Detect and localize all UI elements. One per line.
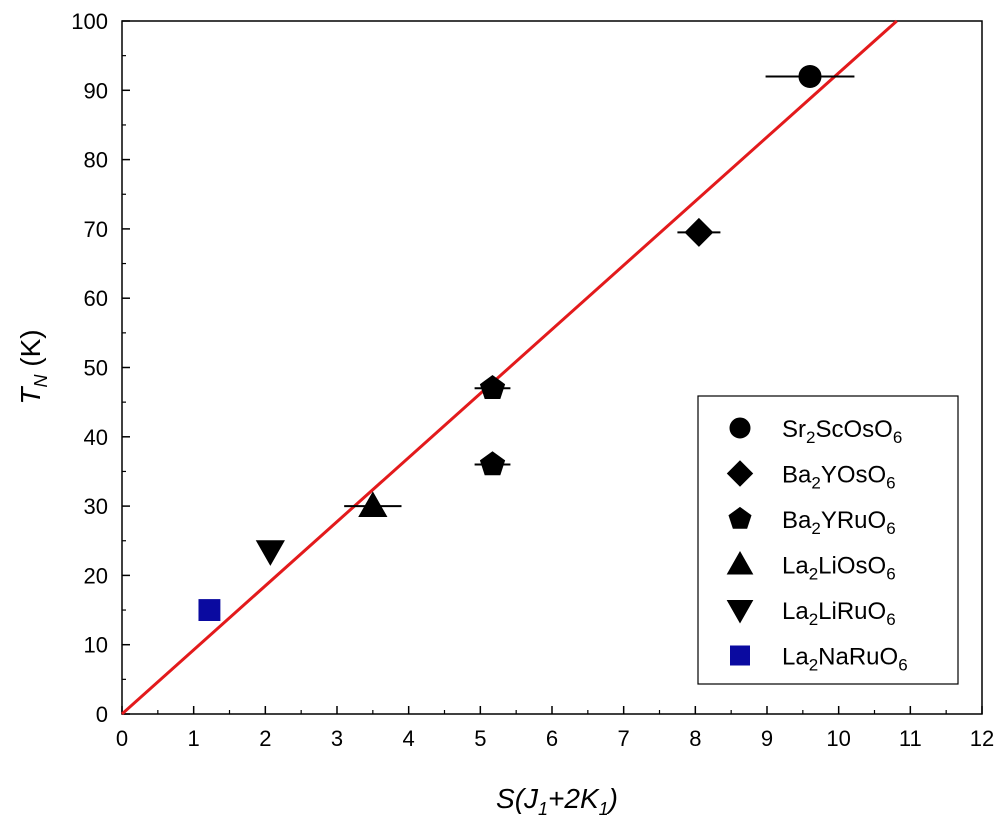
y-tick-label: 80 (84, 148, 108, 173)
x-tick-label: 0 (116, 726, 128, 751)
y-tick-label: 70 (84, 217, 108, 242)
data-point-ba2yruo6-1 (479, 375, 506, 400)
y-tick-label: 20 (84, 563, 108, 588)
legend-marker-ba2yruo6 (728, 506, 752, 529)
legend: Sr2ScOsO6 Ba2YOsO6 Ba2YRuO6 La2LiOsO6 La2LiR… (697, 395, 959, 685)
fit-line-group (120, 19, 898, 716)
y-tick-label: 40 (84, 425, 108, 450)
y-tick-label: 50 (84, 356, 108, 381)
legend-label-la2lioso6: La2LiOsO6 (782, 553, 896, 584)
fit-line (120, 19, 898, 716)
legend-marker-la2liruo6 (726, 600, 754, 624)
legend-label-la2liruo6: La2LiRuO6 (782, 598, 896, 629)
data-point-sr2scoso6 (798, 64, 822, 88)
data-point-la2naruo6 (198, 599, 221, 621)
x-axis-title: S(J1+2K1) (496, 783, 618, 819)
x-tick-label: 3 (331, 726, 343, 751)
legend-marker-la2naruo6 (730, 645, 750, 666)
x-tick-label: 11 (899, 726, 922, 751)
x-tick-label: 9 (761, 726, 773, 751)
x-tick-label: 8 (689, 726, 701, 751)
y-tick-label: 10 (84, 633, 108, 658)
y-tick-label: 30 (84, 494, 108, 519)
data-point-la2lioso6 (358, 491, 388, 518)
legend-marker-la2lioso6 (726, 550, 754, 575)
legend-label-ba2yruo6: Ba2YRuO6 (782, 507, 896, 538)
y-tick-label: 90 (84, 78, 108, 103)
x-tick-label: 5 (474, 726, 486, 751)
x-tick-label: 6 (546, 726, 558, 751)
x-tick-label: 12 (970, 726, 994, 751)
x-tick-label: 7 (618, 726, 630, 751)
legend-marker-ba2yoso6 (726, 460, 754, 487)
legend-label-la2naruo6: La2NaRuO6 (782, 644, 908, 675)
legend-label-ba2yoso6: Ba2YOsO6 (782, 462, 896, 493)
data-point-ba2yoso6 (684, 217, 714, 247)
legend-box (697, 395, 959, 685)
x-tick-label: 2 (259, 726, 271, 751)
x-tick-label: 10 (826, 726, 850, 751)
y-tick-label: 0 (96, 702, 108, 727)
data-points (198, 64, 855, 621)
data-point-ba2yruo6-2 (479, 451, 506, 476)
y-tick-label: 60 (84, 286, 108, 311)
x-tick-label: 1 (188, 726, 200, 751)
y-tick-label: 100 (71, 9, 108, 34)
legend-label-sr2scoso6: Sr2ScOsO6 (782, 416, 902, 447)
data-point-la2liruo6 (255, 540, 285, 566)
y-axis-title: TN (K) (15, 329, 51, 404)
legend-marker-sr2scoso6 (729, 417, 751, 439)
x-tick-label: 4 (403, 726, 415, 751)
